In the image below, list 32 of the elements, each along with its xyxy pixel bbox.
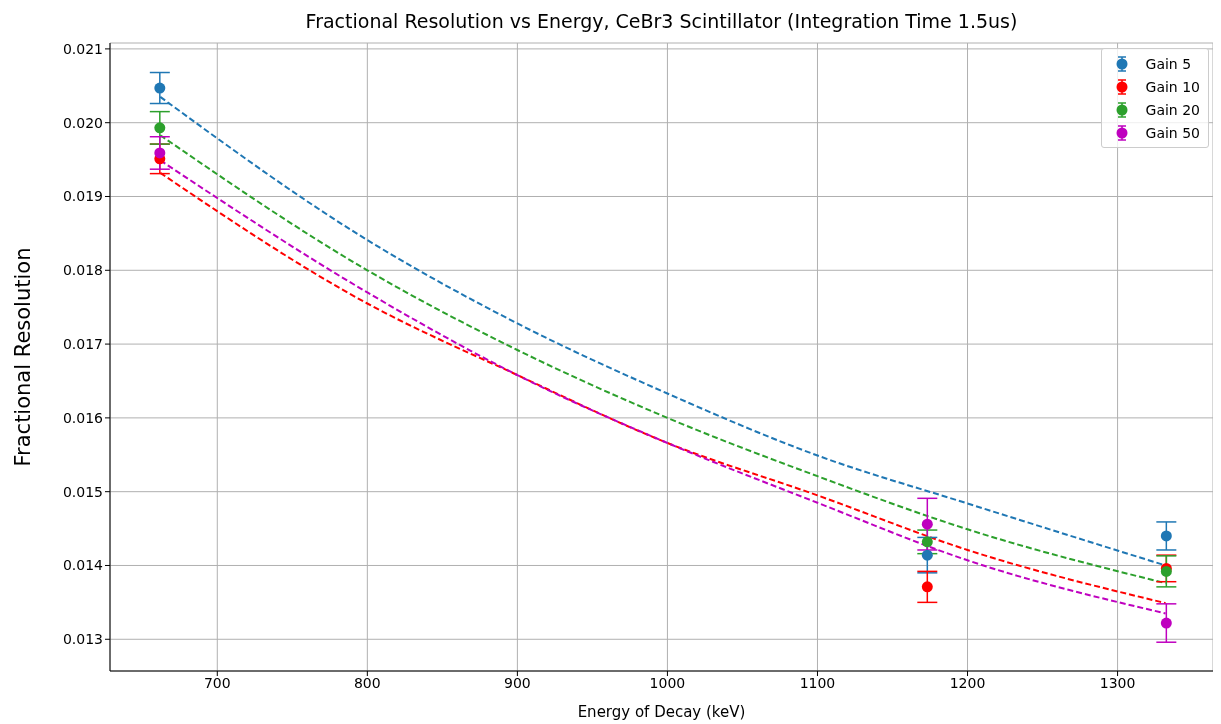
y-tick-label: 0.013 [62,631,103,648]
point [154,122,166,134]
point [921,549,933,561]
y-tick-label: 0.018 [62,262,103,279]
x-tick-label: 900 [504,674,531,691]
x-axis-title: Energy of Decay (keV) [577,703,746,721]
point [154,147,166,159]
legend-label: Gain 5 [1145,55,1192,72]
y-tick-label: 0.021 [62,40,103,57]
legend-label: Gain 50 [1145,124,1200,141]
legend-label: Gain 10 [1145,78,1200,95]
point [1160,617,1172,629]
x-tick-label: 1300 [1099,674,1136,691]
point [921,581,933,593]
point [1160,530,1172,542]
point [154,82,166,94]
point [921,536,933,548]
chart-title: Fractional Resolution vs Energy, CeBr3 Scintillator (Integration Time 1.5us) [304,10,1019,32]
x-tick-label: 1100 [799,674,836,691]
y-tick-label: 0.016 [62,409,104,426]
x-tick-label: 1000 [649,674,686,691]
y-tick-label: 0.020 [62,114,103,131]
x-tick-label: 800 [353,674,381,691]
x-tick-label: 1200 [949,674,986,691]
y-tick-label: 0.017 [62,336,103,353]
legend-label: Gain 20 [1145,101,1200,118]
y-axis-title: Fractional Resolution [11,247,35,467]
x-tick-label: 700 [203,674,231,691]
point [921,518,933,530]
y-tick-label: 0.014 [62,557,104,574]
y-tick-label: 0.019 [62,188,103,205]
y-tick-label: 0.015 [62,483,103,500]
